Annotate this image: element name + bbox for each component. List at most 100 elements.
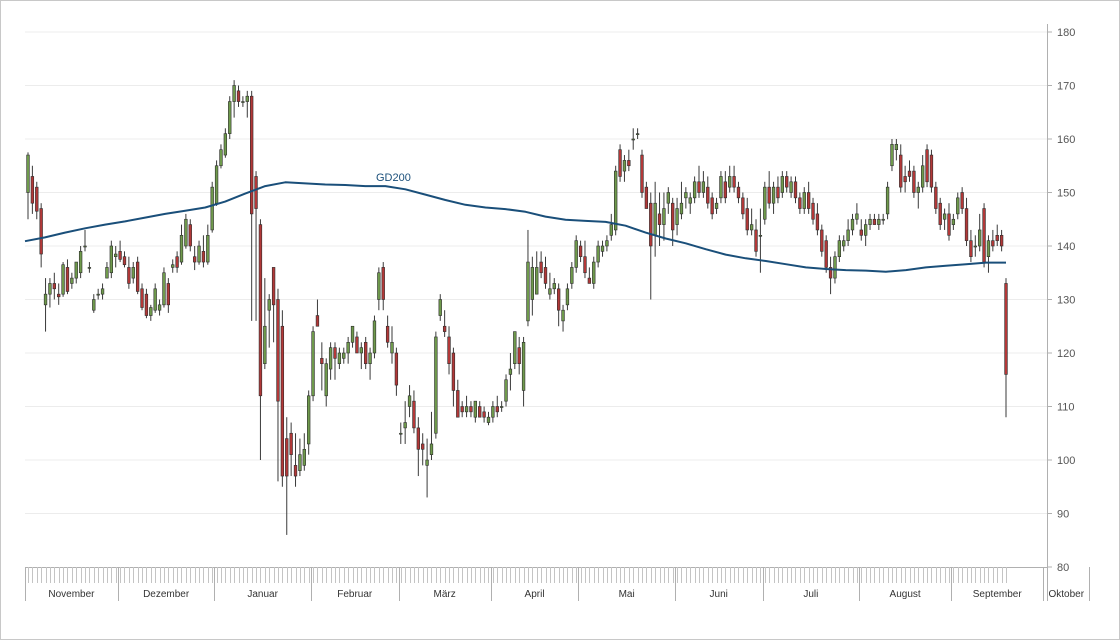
candle (578, 240, 583, 263)
candle (162, 267, 166, 308)
candle (482, 406, 486, 423)
candle-body (521, 341, 526, 391)
candle-body (644, 186, 649, 209)
candle (192, 246, 197, 271)
candle (456, 379, 460, 418)
candle-body (609, 224, 613, 236)
candle (675, 197, 679, 236)
candle (631, 128, 635, 150)
candle-body (618, 149, 622, 177)
candle (289, 422, 293, 477)
candle-body (530, 267, 535, 300)
candle (342, 347, 346, 364)
candle-body (429, 443, 434, 455)
candle (271, 267, 276, 343)
candle-body (824, 240, 828, 268)
candle-body (135, 261, 140, 292)
candle (692, 176, 697, 204)
candle (828, 256, 833, 295)
candle-body (236, 90, 241, 102)
candle (868, 213, 872, 230)
candle-body (657, 213, 662, 225)
candle (855, 203, 859, 225)
candle (557, 283, 561, 327)
candle-body (684, 192, 688, 199)
candle (236, 85, 241, 107)
candle (315, 299, 320, 327)
candle-body (596, 245, 600, 263)
candle (754, 219, 758, 257)
candle-body (916, 186, 920, 193)
candle-body (793, 181, 798, 199)
candle (83, 229, 87, 252)
candle-body (276, 299, 280, 402)
candle (991, 229, 995, 252)
candle-body (105, 267, 109, 279)
candle (486, 411, 491, 426)
candle (359, 342, 363, 370)
candle (346, 336, 350, 364)
candle (438, 294, 442, 321)
candle-body (197, 245, 201, 263)
candle-body (649, 202, 653, 247)
candle (184, 213, 188, 249)
candle-body (377, 272, 381, 300)
candle-body (245, 95, 249, 102)
candle (561, 304, 565, 332)
candle (87, 262, 92, 273)
candle (622, 155, 627, 182)
candle (605, 235, 609, 252)
candle-body (78, 251, 83, 274)
candle-body (250, 95, 254, 215)
candle (214, 160, 219, 206)
candle-body (166, 283, 171, 306)
candle (798, 192, 802, 214)
candle (719, 171, 723, 204)
candle (61, 262, 65, 297)
candle-body (552, 283, 556, 290)
candle (596, 240, 600, 268)
candle (1004, 278, 1008, 418)
candle-body (885, 186, 890, 215)
candle-body (491, 406, 495, 418)
candle-body (499, 406, 504, 408)
candle-body (324, 363, 328, 397)
month-label: April (525, 589, 545, 600)
candle-body (70, 277, 74, 284)
candle (495, 395, 499, 418)
candle (109, 240, 113, 279)
candle-body (293, 465, 298, 477)
candle-body (114, 253, 118, 257)
candle-body (780, 176, 784, 193)
candle (749, 208, 754, 236)
candle-body (328, 347, 333, 370)
candle (241, 96, 245, 107)
candle (26, 152, 30, 220)
candle-body (605, 240, 609, 247)
candle (565, 283, 570, 311)
month-label: Juli (803, 589, 818, 600)
candle (679, 181, 684, 220)
candle (74, 261, 78, 284)
candle (280, 310, 285, 487)
candle (688, 192, 692, 214)
candle (258, 219, 263, 460)
candle-body (592, 261, 596, 284)
candle (662, 192, 666, 241)
candle (149, 304, 153, 321)
candle-body (517, 347, 521, 364)
candle (978, 213, 982, 252)
candle-body (456, 390, 460, 418)
candle-body (614, 170, 618, 231)
candle (442, 310, 447, 337)
candle (956, 192, 960, 220)
candle-body (745, 208, 749, 231)
candle (785, 171, 789, 193)
candle-body (153, 288, 157, 311)
candle (118, 240, 122, 263)
candle (504, 374, 508, 407)
candle (175, 251, 179, 273)
month-label: Mai (619, 589, 635, 600)
candle (320, 342, 324, 391)
candle (399, 422, 403, 444)
